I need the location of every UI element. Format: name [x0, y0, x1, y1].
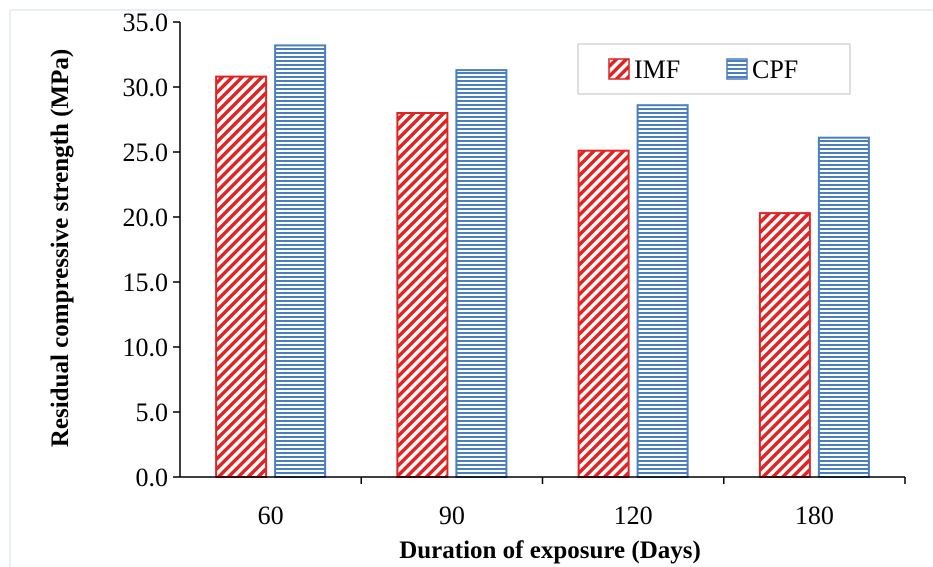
x-axis-title: Duration of exposure (Days)	[399, 537, 701, 564]
x-tick-label: 90	[439, 501, 465, 530]
y-tick-label: 5.0	[136, 398, 169, 427]
x-tick-label: 180	[795, 501, 834, 530]
x-tick-label: 120	[614, 501, 653, 530]
bar-cpf-90	[455, 69, 508, 478]
legend-swatch-cpf	[726, 58, 748, 80]
bar-imf-180	[758, 212, 811, 478]
bar-cpf-120	[636, 104, 689, 478]
x-axis: 60 90 120 180	[180, 476, 906, 530]
y-axis-title: Residual compressive strength (MPa)	[47, 49, 74, 447]
y-tick-label: 20.0	[123, 203, 169, 232]
x-tick-label: 60	[258, 501, 284, 530]
y-tick-label: 35.0	[123, 8, 169, 37]
y-tick-label: 10.0	[123, 333, 169, 362]
legend-label-imf: IMF	[634, 55, 680, 84]
y-tick-label: 0.0	[136, 463, 169, 492]
bar-imf-90	[396, 112, 449, 478]
legend-label-cpf: CPF	[752, 55, 798, 84]
bar-imf-120	[577, 149, 630, 478]
y-axis: 0.0 5.0 10.0 15.0 20.0 25.0 30.0 35.0	[123, 8, 181, 492]
y-tick-label: 15.0	[123, 268, 169, 297]
legend-swatch-imf	[608, 58, 630, 80]
y-tick-label: 25.0	[123, 138, 169, 167]
bar-cpf-180	[817, 136, 870, 478]
bar-cpf-60	[274, 44, 327, 479]
bar-imf-60	[215, 75, 268, 478]
plot-area	[215, 44, 870, 479]
legend: IMF CPF	[577, 43, 851, 95]
y-tick-label: 30.0	[123, 73, 169, 102]
